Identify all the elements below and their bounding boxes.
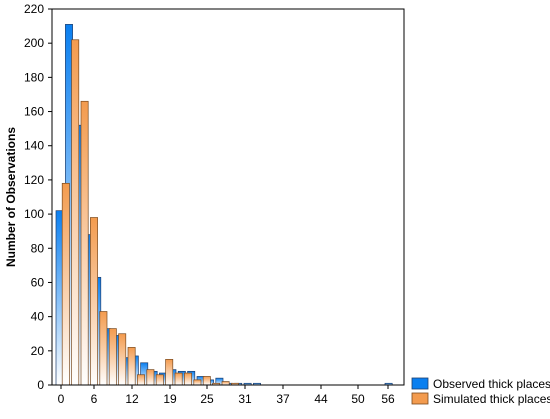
simulated-bar-17: [221, 381, 230, 386]
simulated-bar-1: [71, 39, 80, 386]
y-tick-label-80: 80: [31, 241, 45, 255]
simulated-bar-5: [108, 328, 117, 386]
simulated-bar-8: [137, 374, 145, 386]
simulated-bar-13: [184, 372, 192, 386]
simulated-bar-4: [99, 311, 108, 386]
simulated-bar-15: [202, 376, 211, 386]
bars-group: [55, 24, 393, 386]
simulated-legend-label: Simulated thick places: [433, 392, 550, 406]
simulated-bar-7: [127, 347, 136, 386]
simulated-bar-14: [193, 379, 202, 386]
y-tick-label-0: 0: [37, 378, 44, 392]
y-axis: 0 20 40 60 80 100 120 140 160 180 200 220: [24, 2, 52, 392]
y-tick-label-120: 120: [24, 173, 44, 187]
simulated-bar-6: [118, 333, 127, 386]
y-tick-label-60: 60: [31, 275, 45, 289]
simulated-bar-3: [90, 217, 98, 386]
x-tick-label-50: 50: [351, 392, 365, 406]
y-tick-label-20: 20: [31, 344, 45, 358]
x-axis: 0 6 12 19 25 31 37 44 50 56: [58, 385, 395, 406]
y-tick-label-220: 220: [24, 2, 44, 16]
simulated-bar-0: [61, 182, 70, 386]
simulated-bar-9: [146, 369, 155, 386]
x-tick-label-31: 31: [238, 392, 252, 406]
simulated-legend-swatch: [411, 392, 429, 405]
simulated-bar-10: [155, 374, 164, 386]
y-tick-label-140: 140: [24, 139, 44, 153]
simulated-bar-11: [165, 359, 174, 386]
simulated-bar-12: [174, 372, 183, 386]
observed-legend-swatch: [411, 377, 429, 390]
y-tick-label-180: 180: [24, 70, 44, 84]
plot-area-frame: [51, 8, 405, 386]
x-tick-label-12: 12: [125, 392, 139, 406]
x-tick-label-6: 6: [91, 392, 98, 406]
x-tick-label-19: 19: [163, 392, 177, 406]
simulated-bar-2: [80, 100, 89, 386]
x-tick-label-44: 44: [314, 392, 328, 406]
x-tick-label-0: 0: [58, 392, 65, 406]
observed-legend-label: Observed thick places: [433, 377, 550, 391]
y-tick-label-160: 160: [24, 105, 44, 119]
y-axis-label: Number of Observations: [4, 127, 18, 267]
y-tick-label-100: 100: [24, 207, 44, 221]
y-tick-label-200: 200: [24, 36, 44, 50]
x-tick-label-56: 56: [381, 392, 395, 406]
x-tick-label-37: 37: [276, 392, 290, 406]
x-tick-label-25: 25: [200, 392, 214, 406]
y-tick-label-40: 40: [31, 310, 45, 324]
